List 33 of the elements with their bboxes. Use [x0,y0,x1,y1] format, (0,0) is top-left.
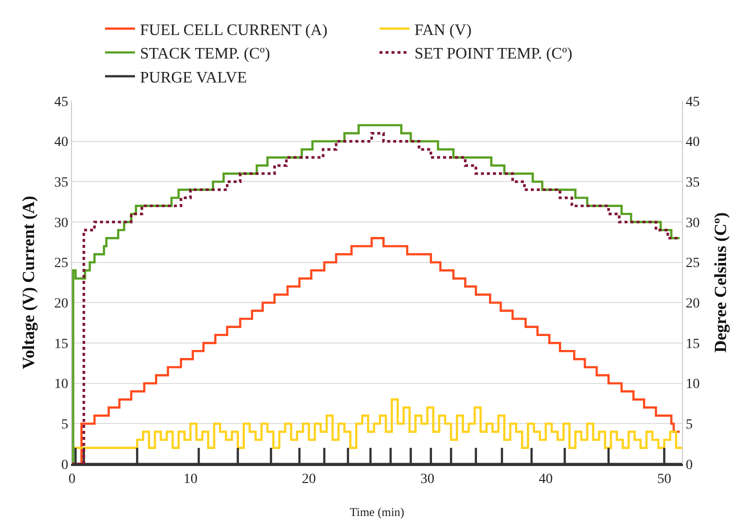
y-tick-label: 40 [54,135,68,150]
y2-tick-label: 10 [686,377,700,392]
x-axis-title: Time (min) [350,505,404,520]
y2-tick-label: 25 [686,256,700,272]
y2-tick-label: 30 [686,216,700,231]
x-tick-label: 10 [183,472,198,487]
y-tick-label: 25 [54,256,68,272]
y2-tick-label: 15 [686,336,700,352]
y2-tick-label: 40 [686,135,700,150]
y2-tick-label: 20 [686,296,700,312]
y-tick-label: 0 [61,458,68,473]
y-tick-label: 5 [61,418,68,433]
legend-label: PURGE VALVE [140,69,247,86]
y2-axis-title: Degree Celsius (Cº) [711,212,730,353]
y-tick-label: 45 [54,94,68,110]
x-tick-label: 30 [420,472,434,487]
y2-tick-label: 0 [686,458,693,473]
y-tick-label: 35 [54,176,68,191]
y-tick-label: 20 [54,296,68,312]
y2-tick-label: 35 [686,176,700,191]
y2-tick-label: 5 [686,418,693,433]
legend-label: FAN (V) [414,22,472,39]
legend-label: STACK TEMP. (Cº) [140,46,270,63]
x-tick-label: 40 [538,472,553,487]
y2-tick-label: 45 [686,94,700,110]
legend-label: SET POINT TEMP. (Cº) [414,46,572,63]
y-tick-label: 10 [54,377,68,392]
x-tick-label: 50 [657,472,672,487]
legend-label: FUEL CELL CURRENT (A) [140,22,328,39]
x-tick-label: 20 [302,472,316,487]
y-tick-label: 15 [54,336,68,352]
y-tick-label: 30 [54,216,68,231]
y-axis-title: Voltage (V) Current (A) [18,196,38,370]
